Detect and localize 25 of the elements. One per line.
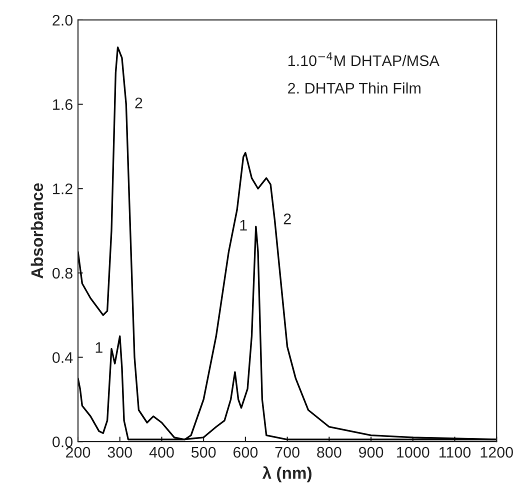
- x-tick-label: 300: [108, 446, 132, 458]
- annotation: 2: [284, 214, 291, 224]
- x-tick-label: 800: [317, 446, 342, 458]
- x-axis-title: λ (nm): [262, 466, 312, 482]
- y-tick-label: 1.2: [53, 183, 72, 194]
- x-tick-label: 200: [66, 446, 90, 458]
- x-tick-label: 400: [149, 446, 174, 458]
- x-tick-label: 700: [275, 446, 300, 458]
- annotation: 1: [240, 220, 247, 231]
- annotation: 2: [135, 98, 142, 108]
- x-tick-label: 900: [358, 446, 384, 458]
- annotation: 1: [96, 342, 102, 353]
- x-tick-label: 600: [233, 446, 258, 458]
- y-tick-label: 2.0: [52, 14, 73, 26]
- x-tick-label: 1100: [439, 446, 471, 458]
- annotation: 2. DHTAP Thin Film: [288, 82, 420, 94]
- y-axis-title: Absorbance: [30, 183, 44, 279]
- x-tick-label: 1200: [480, 446, 513, 458]
- y-tick-label: 1.6: [53, 99, 72, 110]
- x-tick-label: 500: [191, 446, 216, 458]
- x-tick-label: 1000: [397, 446, 430, 458]
- y-tick-label: 0.0: [52, 436, 73, 448]
- y-tick-label: 0.4: [52, 352, 73, 363]
- annotation: 1.10$^{−4}$M DHTAP/MSA: [288, 52, 440, 66]
- y-tick-label: 0.8: [52, 268, 72, 279]
